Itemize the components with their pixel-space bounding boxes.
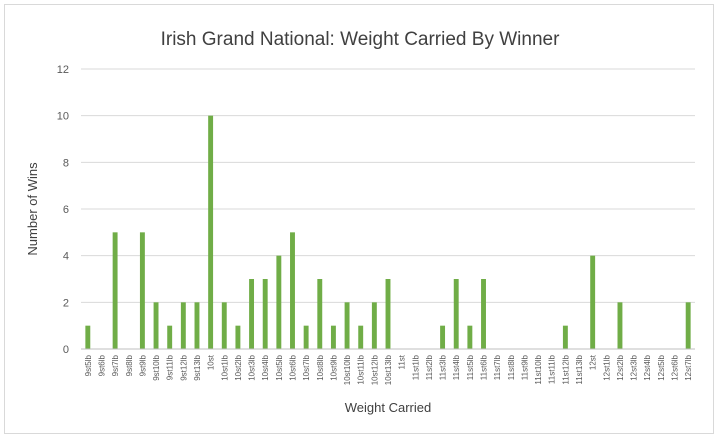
x-tick-label: 9st11lb: [166, 354, 175, 380]
bar: [481, 279, 486, 349]
bar: [180, 302, 186, 349]
y-tick-label: 12: [57, 64, 69, 76]
x-tick-label: 12st1lb: [602, 354, 611, 380]
x-tick-label: 9st5lb: [84, 354, 93, 376]
x-tick-label: 10st12lb: [370, 354, 379, 385]
x-tick-label: 10st8lb: [316, 354, 325, 380]
x-tick-label: 12st7lb: [684, 354, 693, 380]
y-tick-label: 6: [63, 204, 69, 216]
x-tick-label: 11st3lb: [439, 354, 448, 380]
bar: [317, 279, 323, 349]
x-tick-label: 10st6lb: [288, 354, 297, 380]
bar: [112, 232, 118, 349]
bar: [344, 302, 350, 349]
x-axis-tick-labels: 9st5lb 9st6lb 9st7lb 9st8lb 9st9lb 9st10lb 9st…: [84, 354, 693, 385]
x-tick-label: 12st2lb: [616, 354, 625, 380]
y-axis-tick-labels: 0 2 4 6 8 10 12: [57, 64, 69, 356]
chart-title: Irish Grand National: Weight Carried By …: [161, 29, 560, 50]
y-tick-label: 4: [63, 251, 69, 263]
bar: [235, 325, 241, 349]
x-tick-label: 11st1lb: [411, 354, 420, 380]
x-tick-label: 11st12lb: [561, 354, 570, 384]
bar: [85, 325, 91, 349]
bar: [467, 325, 473, 349]
x-tick-label: 10st2lb: [234, 354, 243, 380]
bar: [139, 232, 145, 349]
bar: [685, 302, 691, 349]
bar: [290, 232, 295, 349]
bar: [208, 115, 214, 350]
bar: [276, 255, 282, 349]
x-tick-label: 10st1lb: [220, 354, 229, 380]
x-tick-label: 12st4lb: [643, 354, 652, 380]
x-tick-label: 9st7lb: [111, 354, 120, 376]
x-tick-label: 9st9lb: [138, 354, 147, 376]
x-tick-label: 11st4lb: [452, 354, 461, 380]
bar: [590, 255, 596, 349]
bar-chart: Irish Grand National: Weight Carried By …: [25, 29, 695, 415]
bar: [330, 325, 336, 349]
x-tick-label: 11st13lb: [575, 354, 584, 384]
y-tick-label: 0: [63, 344, 69, 356]
x-tick-label: 10st9lb: [329, 354, 338, 380]
bar: [617, 302, 623, 349]
x-tick-label: 11st: [398, 354, 407, 369]
x-tick-label: 10st13lb: [384, 354, 393, 385]
x-tick-label: 10st7lb: [302, 354, 311, 380]
x-tick-label: 11st8lb: [507, 354, 516, 380]
x-tick-label: 10st5lb: [275, 354, 284, 380]
x-tick-label: 11st10lb: [534, 354, 543, 384]
y-tick-label: 8: [63, 157, 69, 169]
x-tick-label: 12st3lb: [630, 354, 639, 380]
x-tick-label: 10st3lb: [248, 354, 257, 380]
gridlines: [81, 68, 695, 303]
x-axis-title: Weight Carried: [345, 400, 431, 415]
x-tick-label: 12st5lb: [657, 354, 666, 380]
bar: [453, 279, 459, 349]
x-tick-label: 9st6lb: [97, 354, 106, 376]
bar: [262, 279, 268, 349]
x-tick-label: 10st4lb: [261, 354, 270, 380]
bar: [303, 325, 309, 349]
x-tick-label: 11st7lb: [493, 354, 502, 380]
chart-frame: Irish Grand National: Weight Carried By …: [4, 4, 714, 434]
x-tick-label: 12st: [589, 354, 598, 370]
x-tick-label: 9st13lb: [193, 354, 202, 380]
bar: [249, 279, 255, 349]
x-tick-label: 9st10lb: [152, 354, 161, 380]
x-tick-label: 11st6lb: [480, 354, 489, 380]
bar: [221, 302, 227, 349]
x-tick-label: 10st: [207, 354, 216, 370]
x-tick-label: 11st5lb: [466, 354, 475, 380]
x-tick-label: 9st12lb: [179, 354, 188, 380]
x-tick-label: 10st10lb: [343, 354, 352, 385]
x-tick-label: 9st8lb: [125, 354, 134, 376]
x-tick-label: 11st11lb: [548, 354, 557, 384]
x-tick-label: 11st2lb: [425, 354, 434, 380]
bar: [562, 325, 568, 349]
bar: [440, 325, 446, 349]
bar: [371, 302, 377, 349]
bar: [358, 325, 364, 349]
bar: [153, 302, 159, 349]
bars: [85, 115, 691, 350]
y-tick-label: 10: [57, 111, 69, 123]
x-tick-label: 12st6lb: [671, 354, 680, 380]
y-axis-title: Number of Wins: [25, 162, 40, 256]
bar: [167, 325, 173, 349]
x-tick-label: 10st11lb: [357, 354, 366, 384]
y-tick-label: 2: [63, 297, 69, 309]
bar: [194, 302, 200, 349]
x-tick-label: 11st9lb: [520, 354, 529, 380]
bar: [385, 279, 391, 349]
